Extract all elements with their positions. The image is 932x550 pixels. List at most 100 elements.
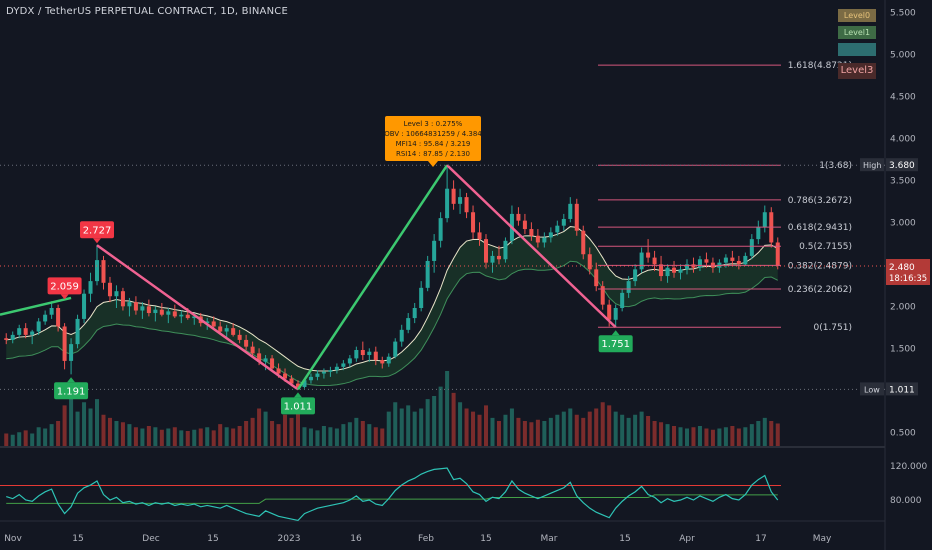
legend-level2 xyxy=(838,43,876,56)
volume-bar xyxy=(736,428,741,446)
candle-body xyxy=(263,358,268,362)
pivot-label-text: 1.751 xyxy=(601,339,630,350)
volume-bar xyxy=(263,411,268,446)
fib-level-label: 0.5(2.7155) xyxy=(799,242,852,252)
pivot-label-box xyxy=(280,397,315,415)
volume-bar xyxy=(198,428,203,446)
volume-bar xyxy=(257,408,262,446)
volume-bar xyxy=(43,428,48,446)
volume-bar xyxy=(399,408,404,446)
volume-bar xyxy=(419,408,424,446)
lower-band-line xyxy=(6,260,778,386)
candle-body xyxy=(94,260,100,282)
volume-bar xyxy=(684,428,690,446)
volume-bar xyxy=(594,408,599,446)
price-axis-tick: 1.500 xyxy=(890,344,916,354)
volume-bar xyxy=(172,427,177,446)
fib-level-label: 1.618(4.8721) xyxy=(788,61,852,71)
candle-body xyxy=(529,229,534,236)
volume-bar xyxy=(107,417,112,446)
current-price-bg xyxy=(886,259,930,285)
candle-body xyxy=(743,255,748,265)
volume-bar xyxy=(270,421,275,446)
volume-bar xyxy=(574,414,579,446)
volume-bar xyxy=(769,421,774,446)
candle-body xyxy=(574,203,579,231)
volume-bar xyxy=(659,422,664,446)
candle-body xyxy=(231,328,236,335)
candle-body xyxy=(458,197,463,204)
candle-body xyxy=(341,363,346,367)
candle-body xyxy=(257,353,262,362)
candle-body xyxy=(568,203,573,219)
time-axis-label: 2023 xyxy=(278,534,301,544)
volume-bar xyxy=(607,405,612,446)
candle-body xyxy=(36,321,41,332)
volume-bar xyxy=(315,430,320,446)
time-axis-label: 15 xyxy=(619,534,630,544)
volume-bar xyxy=(587,411,592,446)
candle-body xyxy=(723,257,728,263)
low-label: Low xyxy=(864,385,880,394)
volume-bar xyxy=(672,426,677,446)
candle-body xyxy=(412,308,417,319)
info-box-line: Level 3 : 0.275% xyxy=(404,120,463,128)
pivot-label-text: 2.059 xyxy=(50,281,79,292)
candle-body xyxy=(594,269,599,287)
fib-level-label: 0.618(2.9431) xyxy=(788,223,852,233)
volume-bar xyxy=(354,417,359,446)
volume-bar xyxy=(464,408,469,446)
candle-body xyxy=(425,260,430,288)
trend-line-up xyxy=(0,296,72,316)
volume-bar xyxy=(503,414,508,446)
volume-bar xyxy=(231,428,236,446)
candle-body xyxy=(704,259,709,263)
candle-body xyxy=(639,252,644,270)
candle-body xyxy=(179,314,184,317)
candle-body xyxy=(542,237,547,243)
volume-bar xyxy=(717,428,722,446)
volume-bar xyxy=(218,424,223,446)
info-box-pointer xyxy=(428,161,438,167)
candle-body xyxy=(697,259,702,268)
candle-body xyxy=(192,316,197,319)
volume-bar xyxy=(133,427,138,446)
rsi-axis-tick: 120.000 xyxy=(890,462,927,472)
candle-body xyxy=(659,264,664,277)
candle-body xyxy=(483,239,489,263)
pivot-label-box xyxy=(598,335,633,353)
time-axis-label: 15 xyxy=(207,534,218,544)
candle-body xyxy=(561,218,566,226)
candle-body xyxy=(185,314,190,319)
candle-body xyxy=(315,373,320,377)
volume-bar xyxy=(451,392,456,446)
volume-bar xyxy=(529,422,534,446)
candle-body xyxy=(101,260,106,283)
volume-bar xyxy=(775,423,780,446)
volume-bar xyxy=(140,428,145,446)
candle-body xyxy=(166,311,171,315)
time-axis-label: 17 xyxy=(755,534,766,544)
volume-bar xyxy=(730,426,735,446)
volume-bar xyxy=(535,419,540,446)
high-value: 3.680 xyxy=(889,161,915,171)
volume-bar xyxy=(496,421,501,446)
volume-bar xyxy=(146,426,151,446)
current-price-value: 2.480 xyxy=(889,263,915,273)
volume-bar xyxy=(600,402,605,446)
candle-body xyxy=(516,213,521,221)
volume-bar xyxy=(762,417,767,446)
candle-body xyxy=(10,334,15,340)
price-axis-tick: 4.500 xyxy=(890,92,916,102)
volume-bar xyxy=(483,405,489,446)
candle-body xyxy=(75,318,80,345)
fib-level-label: 1(3.68) xyxy=(819,161,852,171)
candle-body xyxy=(133,302,138,311)
volume-bar xyxy=(250,417,255,446)
candle-body xyxy=(295,383,301,387)
fib-level-label: 0(1.751) xyxy=(813,323,852,333)
volume-bar xyxy=(101,414,106,446)
candle-body xyxy=(328,370,333,372)
volume-bar xyxy=(756,421,761,446)
